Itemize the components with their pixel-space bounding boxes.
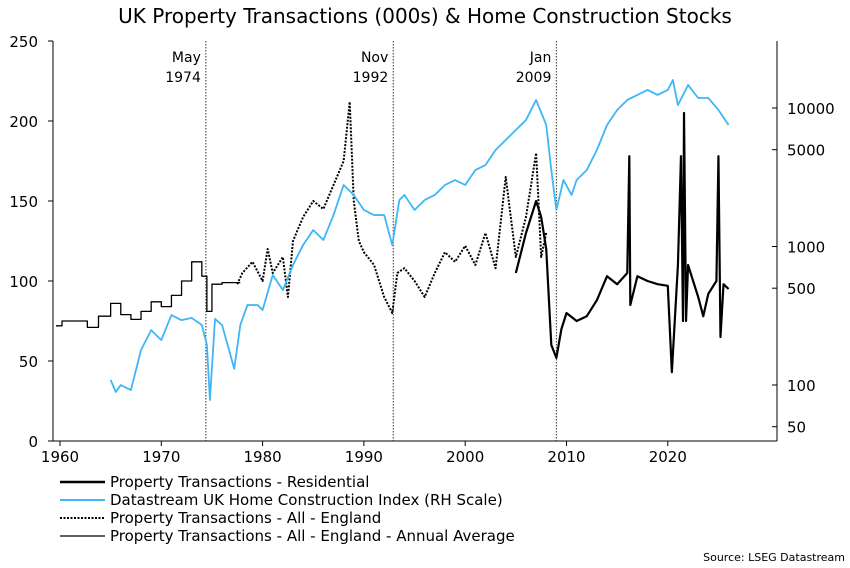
- right-tick-label: 50: [787, 419, 806, 437]
- event-label-month: May: [172, 50, 201, 66]
- event-label-year: 2009: [516, 70, 552, 86]
- left-tick-label: 50: [19, 353, 38, 371]
- x-tick-label: 1990: [345, 448, 383, 466]
- x-tick-label: 1980: [244, 448, 282, 466]
- legend-label: Property Transactions - All - England: [110, 509, 381, 527]
- right-tick-label: 10000: [787, 100, 835, 118]
- legend: Property Transactions - ResidentialDatas…: [60, 473, 515, 545]
- source-note: Source: LSEG Datastream: [703, 551, 845, 564]
- event-label-year: 1992: [353, 70, 389, 86]
- event-label-year: 1974: [165, 70, 201, 86]
- right-tick-label: 5000: [787, 142, 825, 160]
- series-line-2: [236, 100, 548, 314]
- series-line-3: [55, 261, 241, 329]
- series-line-0: [514, 111, 730, 374]
- event-label-month: Jan: [529, 50, 552, 66]
- x-tick-label: 1960: [41, 448, 79, 466]
- x-tick-label: 2020: [649, 448, 687, 466]
- left-tick-label: 100: [9, 273, 38, 291]
- right-tick-label: 1000: [787, 239, 825, 257]
- x-tick-label: 2000: [446, 448, 484, 466]
- left-tick-label: 250: [9, 33, 38, 51]
- left-tick-label: 200: [9, 113, 38, 131]
- legend-label: Datastream UK Home Construction Index (R…: [110, 491, 503, 509]
- right-tick-label: 100: [787, 377, 816, 395]
- annotations: May 1974 Nov 1992 Jan 2009: [165, 41, 557, 441]
- legend-label: Property Transactions - Residential: [110, 473, 369, 491]
- legend-label: Property Transactions - All - England - …: [110, 527, 515, 545]
- left-tick-label: 0: [28, 433, 38, 451]
- right-tick-label: 500: [787, 280, 816, 298]
- x-tick-label: 2010: [547, 448, 585, 466]
- series-lines: [55, 79, 730, 401]
- chart-title: UK Property Transactions (000s) & Home C…: [118, 4, 732, 28]
- event-label-month: Nov: [361, 50, 388, 66]
- axes: 0 50 100 150 200 250 50 100 500 1000 5000 10000 1960…: [9, 33, 834, 466]
- series-line-1: [109, 79, 730, 401]
- x-tick-label: 1970: [142, 448, 180, 466]
- left-tick-label: 150: [9, 193, 38, 211]
